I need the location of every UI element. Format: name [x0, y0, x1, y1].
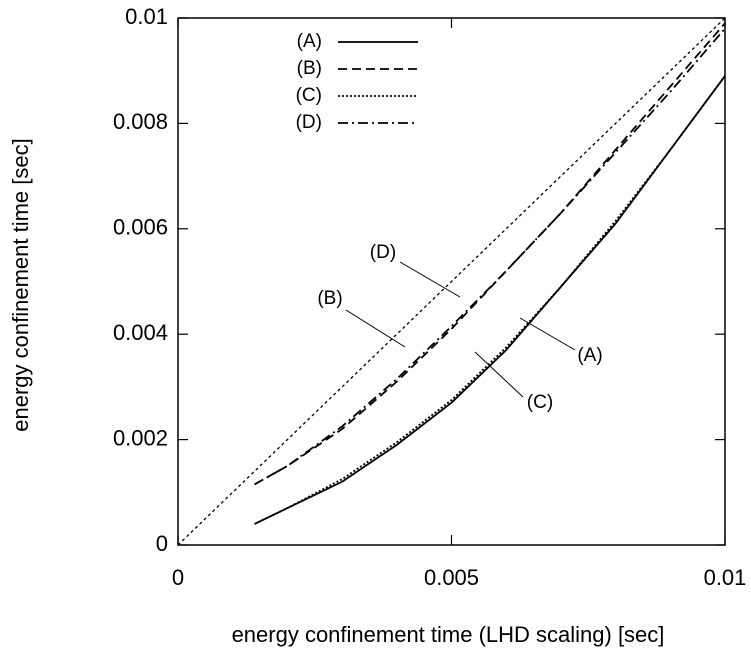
series-line — [254, 75, 726, 525]
series-line — [177, 17, 726, 546]
x-tick-label: 0.005 — [424, 565, 479, 590]
y-tick-label: 0.002 — [113, 425, 168, 450]
legend-label: (C) — [296, 85, 322, 106]
annotation-leader — [345, 309, 406, 348]
legend-label: (D) — [296, 112, 322, 133]
annotation-leader — [519, 317, 576, 351]
legend-label: (B) — [297, 58, 322, 79]
y-tick-label: 0.008 — [113, 109, 168, 134]
annotation: (D) — [370, 242, 396, 263]
annotation: (B) — [317, 288, 342, 309]
x-axis-label: energy confinement time (LHD scaling) [s… — [232, 622, 665, 647]
y-axis-label: energy confinement time [sec] — [8, 138, 33, 431]
legend-label: (A) — [297, 31, 322, 52]
annotation-leader — [399, 261, 461, 298]
series-line — [254, 22, 726, 486]
x-tick-label: 0.01 — [704, 565, 747, 590]
y-tick-label: 0.004 — [113, 320, 168, 345]
annotation-leader — [474, 351, 524, 398]
y-tick-label: 0 — [156, 531, 168, 556]
x-tick-label: 0 — [172, 565, 184, 590]
series-line — [254, 27, 726, 486]
annotation: (A) — [577, 345, 602, 366]
y-tick-label: 0.006 — [113, 215, 168, 240]
y-tick-label: 0.01 — [125, 4, 168, 29]
annotation: (C) — [527, 392, 553, 413]
